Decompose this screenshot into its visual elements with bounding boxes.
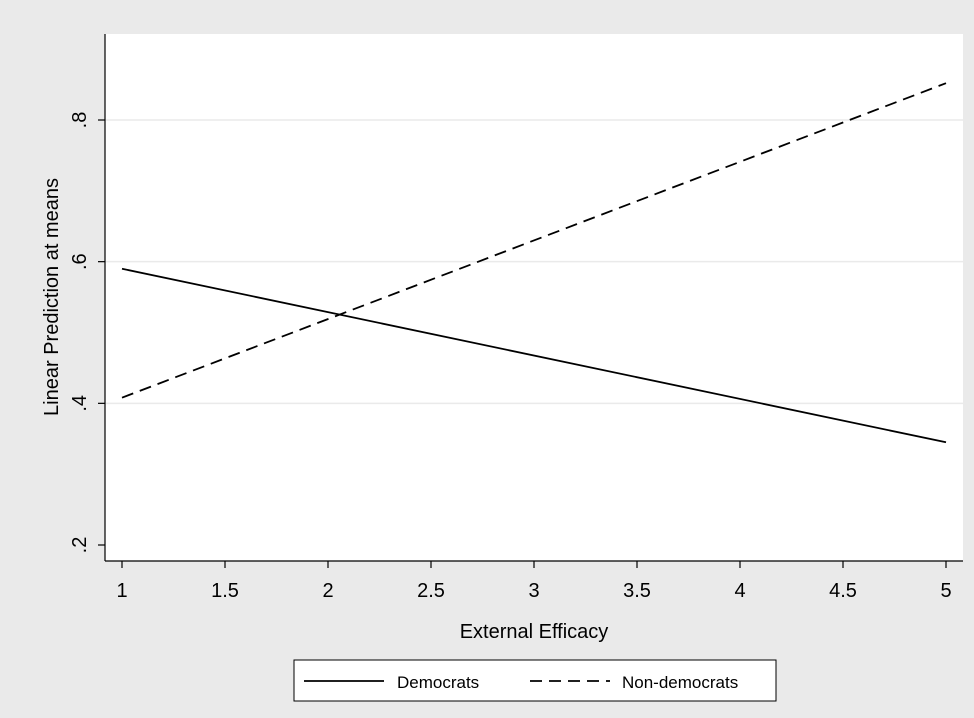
x-tick-label: 1 <box>116 580 127 602</box>
x-tick-label: 2 <box>322 580 333 602</box>
y-axis-label: Linear Prediction at means <box>41 178 63 416</box>
legend: Democrats Non-democrats <box>293 659 777 702</box>
y-tick-label: .2 <box>69 537 91 554</box>
x-axis-label: External Efficacy <box>460 621 609 643</box>
series-lines <box>121 82 947 444</box>
x-tick-label: 4 <box>734 580 745 602</box>
x-tick-label: 1.5 <box>211 580 239 602</box>
series-line-non-democrats <box>121 82 947 399</box>
gridlines <box>105 119 963 405</box>
y-tick-label: .8 <box>69 112 91 129</box>
x-tick-label: 3 <box>528 580 539 602</box>
x-tick-label: 2.5 <box>417 580 445 602</box>
tick-marks-and-labels: .2 .4 .6 .8 1 1.5 2 2.5 3 3.5 4 4.5 5 <box>69 112 952 602</box>
legend-label-democrats: Democrats <box>397 673 479 692</box>
y-tick-label: .6 <box>69 253 91 270</box>
x-tick-label: 3.5 <box>623 580 651 602</box>
plot-area <box>105 34 963 561</box>
x-tick-label: 5 <box>940 580 951 602</box>
series-line-democrats <box>121 267 947 444</box>
y-tick-label: .4 <box>69 395 91 412</box>
legend-label-non-democrats: Non-democrats <box>622 673 738 692</box>
x-tick-label: 4.5 <box>829 580 857 602</box>
